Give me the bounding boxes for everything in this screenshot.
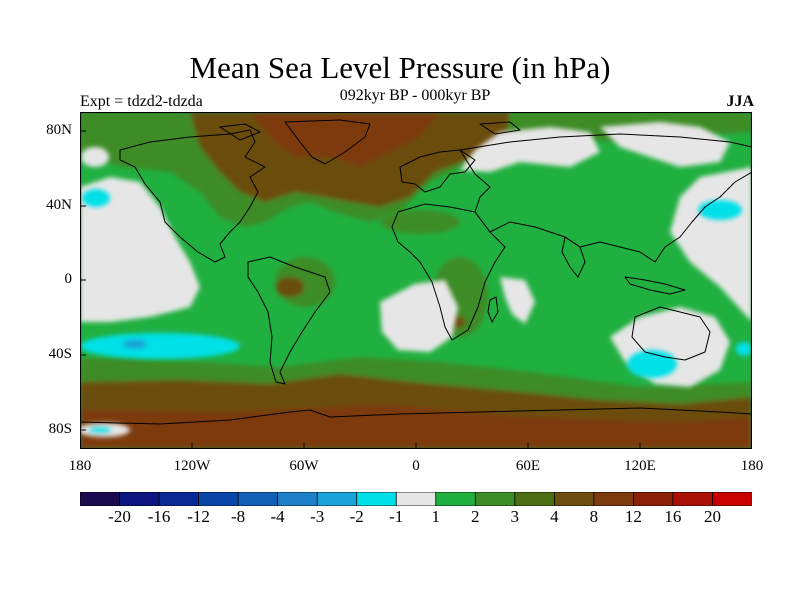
pressure-map bbox=[80, 112, 752, 449]
colorbar-box-0 bbox=[80, 492, 121, 506]
colorbar-box-11 bbox=[514, 492, 556, 506]
lat-label-80s: 80S bbox=[48, 421, 72, 437]
colorbar-box-2 bbox=[158, 492, 200, 506]
colorbar bbox=[80, 492, 752, 506]
coastline-europe bbox=[399, 149, 476, 193]
lat-label-80n: 80N bbox=[46, 122, 72, 138]
colorbar-label: -12 bbox=[187, 507, 210, 526]
colorbar-label: 4 bbox=[550, 507, 559, 526]
colorbar-label: 16 bbox=[664, 507, 682, 526]
lon-label-60w: 60W bbox=[289, 458, 319, 474]
lon-label-180e: 180 bbox=[740, 458, 764, 474]
period-label: 092kyr BP - 000kyr BP bbox=[339, 87, 491, 104]
colorbar-box-10 bbox=[474, 492, 516, 506]
colorbar-box-9 bbox=[435, 492, 476, 506]
coastline-india bbox=[561, 236, 586, 278]
colorbar-label: -1 bbox=[389, 507, 404, 526]
colorbar-label: -4 bbox=[270, 507, 285, 526]
experiment-label: Expt = tdzd2-tdzda bbox=[80, 93, 203, 110]
lon-label-0: 0 bbox=[412, 458, 420, 474]
colorbar-label: 12 bbox=[624, 507, 642, 526]
colorbar-box-6 bbox=[316, 492, 358, 506]
coastline-madagascar bbox=[487, 296, 499, 323]
colorbar-box-5 bbox=[277, 492, 318, 506]
colorbar-box-3 bbox=[198, 492, 239, 506]
colorbar-box-4 bbox=[237, 492, 279, 506]
colorbar-box-8 bbox=[395, 492, 437, 506]
map-title: Mean Sea Level Pressure (in hPa) bbox=[189, 50, 611, 85]
coastline-arctic-islands bbox=[219, 121, 521, 141]
lon-label-120e: 120E bbox=[624, 458, 656, 474]
season-label: JJA bbox=[726, 93, 754, 110]
coastline-antarctica bbox=[80, 407, 752, 425]
colorbar-label: 20 bbox=[704, 507, 721, 526]
coastline-australia bbox=[631, 306, 711, 361]
colorbar-label: -8 bbox=[231, 507, 246, 526]
lon-label-180w: 180 bbox=[68, 458, 92, 474]
map-ticks bbox=[80, 130, 641, 449]
colorbar-label: -20 bbox=[108, 507, 131, 526]
colorbar-label: 8 bbox=[589, 507, 599, 526]
colorbar-box-13 bbox=[593, 492, 635, 506]
colorbar-label: -16 bbox=[147, 507, 171, 526]
colorbar-box-12 bbox=[553, 492, 595, 506]
colorbar-label: -2 bbox=[349, 507, 364, 526]
coastline-north-america bbox=[119, 129, 266, 263]
lon-label-60e: 60E bbox=[515, 458, 541, 474]
colorbar-label: 2 bbox=[471, 507, 480, 526]
colorbar-box-7 bbox=[356, 492, 397, 506]
lat-label-40s: 40S bbox=[48, 346, 72, 362]
field-near-zero bbox=[80, 122, 752, 387]
colorbar-box-1 bbox=[119, 492, 160, 506]
colorbar-box-14 bbox=[633, 492, 674, 506]
lat-label-40n: 40N bbox=[46, 197, 72, 213]
coastline-greenland bbox=[284, 119, 371, 165]
coastline-asia bbox=[459, 133, 752, 263]
coastline-indonesia bbox=[624, 276, 686, 295]
field-positive-south bbox=[80, 357, 752, 449]
colorbar-label: 3 bbox=[510, 507, 520, 526]
colorbar-label: -3 bbox=[310, 507, 325, 526]
colorbar-box-15 bbox=[672, 492, 714, 506]
coastline-south-america bbox=[247, 256, 331, 385]
colorbar-box-16 bbox=[712, 492, 752, 506]
lon-label-120w: 120W bbox=[173, 458, 211, 474]
colorbar-label: 1 bbox=[431, 507, 441, 526]
lat-label-0: 0 bbox=[64, 271, 73, 287]
coastlines bbox=[80, 119, 752, 425]
